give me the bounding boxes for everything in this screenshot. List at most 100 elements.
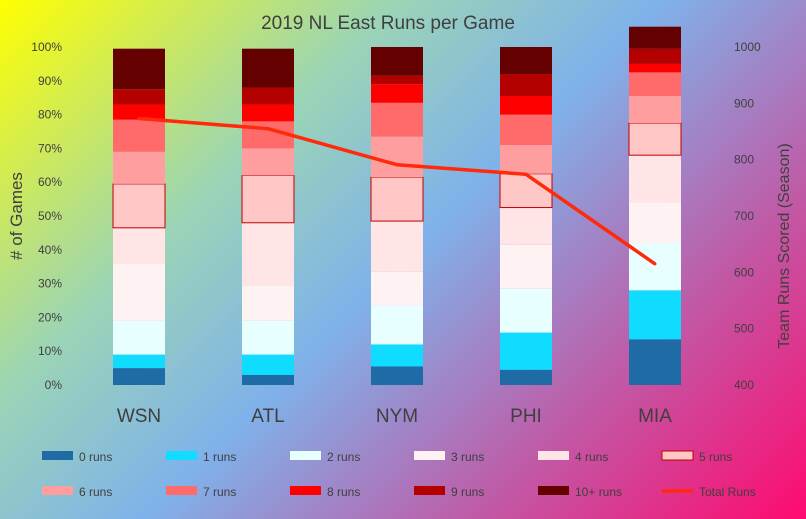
- bar-segment: [500, 244, 552, 289]
- bar-segment: [370, 176, 424, 222]
- y2-axis-label: Team Runs Scored (Season): [776, 143, 793, 348]
- line-point: [395, 163, 399, 167]
- legend-label: 5 runs: [699, 450, 732, 464]
- bar-segment: [629, 202, 681, 244]
- legend-item: 9 runs: [414, 485, 484, 499]
- line-point: [266, 127, 270, 131]
- legend-swatch: [538, 486, 569, 495]
- y2-tick-label: 700: [734, 209, 754, 223]
- legend-item: 8 runs: [290, 485, 360, 499]
- legend-label: 3 runs: [451, 450, 484, 464]
- bar-segment: [371, 75, 423, 85]
- legend-label: Total Runs: [699, 485, 756, 499]
- y2-tick-label: 1000: [734, 40, 761, 54]
- bar-segment: [242, 354, 294, 375]
- bar-segment: [629, 96, 681, 124]
- bar-segment: [500, 114, 552, 146]
- legend-item: 1 runs: [166, 450, 236, 464]
- y2-tick-label: 800: [734, 153, 754, 167]
- bar-segment: [629, 339, 681, 385]
- y2-tick-label: 900: [734, 96, 754, 110]
- bar-segment: [371, 136, 423, 178]
- legend-label: 2 runs: [327, 450, 360, 464]
- bar-segment: [371, 102, 423, 137]
- legend-swatch: [42, 486, 73, 495]
- y-tick-label: 60%: [38, 175, 62, 189]
- bar-segment: [113, 263, 165, 321]
- bar-segment: [629, 63, 681, 73]
- chart-title: 2019 NL East Runs per Game: [261, 13, 515, 34]
- legend-swatch: [290, 486, 321, 495]
- y-tick-label: 40%: [38, 243, 62, 257]
- bar-segment: [112, 183, 166, 229]
- bar-segment: [242, 87, 294, 105]
- x-tick-label: WSN: [117, 406, 161, 427]
- bar-segment: [500, 96, 552, 115]
- bar-segment: [500, 74, 552, 97]
- legend-label: 6 runs: [79, 485, 112, 499]
- bar-segment: [113, 368, 165, 385]
- legend-label: 0 runs: [79, 450, 112, 464]
- line-point: [653, 262, 657, 266]
- bar-segment: [242, 148, 294, 176]
- y-tick-label: 100%: [31, 40, 62, 54]
- legend-item: 4 runs: [538, 450, 608, 464]
- legend-swatch: [42, 451, 73, 460]
- bar-segment: [629, 48, 681, 64]
- line-point: [524, 172, 528, 176]
- bar-segment: [629, 72, 681, 97]
- bar-segment: [500, 47, 552, 75]
- legend-item: 6 runs: [42, 485, 112, 499]
- bar-segment: [628, 122, 682, 156]
- legend-swatch: [166, 486, 197, 495]
- y2-tick-label: 600: [734, 265, 754, 279]
- legend-label: 8 runs: [327, 485, 360, 499]
- bar-segment: [629, 290, 681, 340]
- bar-segment: [242, 104, 294, 122]
- bar-segment: [371, 84, 423, 103]
- bar-segment: [500, 369, 552, 385]
- legend-label: 1 runs: [203, 450, 236, 464]
- bar-segment: [113, 48, 165, 90]
- bar-segment: [113, 227, 165, 264]
- legend-item: 5 runs: [661, 450, 732, 464]
- bar-segment: [371, 47, 423, 76]
- bar-segment: [371, 366, 423, 385]
- bar-segment: [371, 305, 423, 345]
- bar-segment: [113, 89, 165, 105]
- bar-segment: [371, 271, 423, 306]
- legend-item: 2 runs: [290, 450, 360, 464]
- legend-label: 10+ runs: [575, 485, 622, 499]
- bar-segment: [113, 151, 165, 184]
- y-tick-label: 20%: [38, 310, 62, 324]
- bar-segment: [371, 221, 423, 272]
- legend-item: 3 runs: [414, 450, 484, 464]
- bar-segment: [371, 344, 423, 367]
- x-tick-label: MIA: [638, 406, 672, 427]
- bar-segment: [500, 145, 552, 174]
- y-axis-label: # of Games: [7, 172, 26, 260]
- bar-segment: [499, 173, 553, 209]
- bar-segment: [500, 207, 552, 245]
- bar-segment: [113, 104, 165, 120]
- x-tick-label: ATL: [251, 406, 284, 427]
- bar-segment: [500, 288, 552, 333]
- bar-segment: [629, 155, 681, 203]
- legend-item: Total Runs: [662, 485, 756, 499]
- y-tick-label: 90%: [38, 74, 62, 88]
- bar-segment: [242, 374, 294, 385]
- legend-swatch: [538, 451, 569, 460]
- y-tick-label: 10%: [38, 344, 62, 358]
- legend-label: 4 runs: [575, 450, 608, 464]
- y-tick-label: 80%: [38, 108, 62, 122]
- y-tick-label: 0%: [45, 378, 63, 392]
- bar-segment: [242, 222, 294, 286]
- legend-item: 0 runs: [42, 450, 112, 464]
- y-tick-label: 30%: [38, 277, 62, 291]
- x-tick-label: NYM: [376, 406, 418, 427]
- x-tick-label: PHI: [510, 406, 542, 427]
- legend-item: 7 runs: [166, 485, 236, 499]
- legend-swatch: [414, 486, 445, 495]
